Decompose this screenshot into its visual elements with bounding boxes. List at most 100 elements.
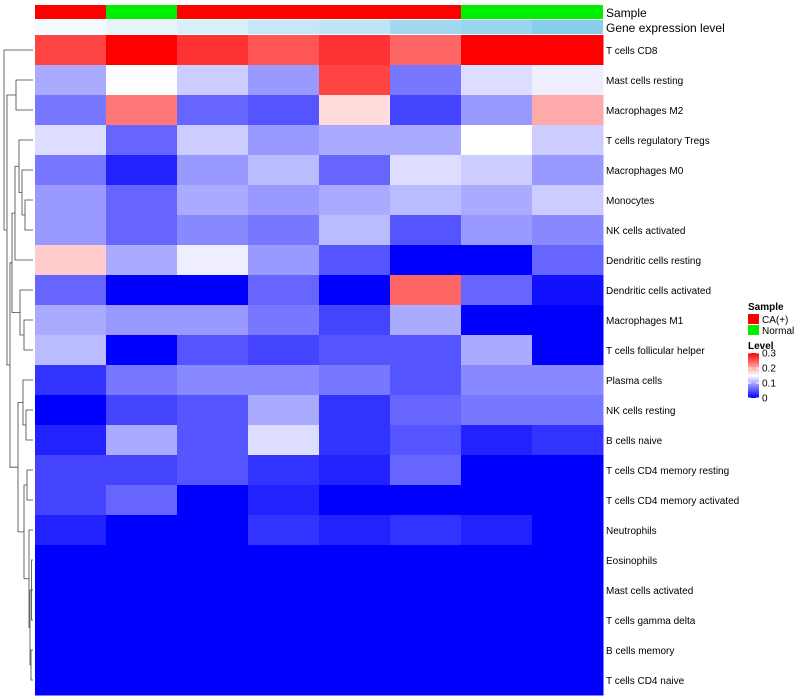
heatmap-cell (248, 605, 320, 636)
heatmap-cell (106, 215, 178, 246)
legend-tick-label: 0.3 (762, 349, 776, 360)
heatmap-cell (35, 635, 107, 666)
row-label: Macrophages M1 (606, 316, 684, 327)
heatmap-cell (35, 125, 107, 156)
heatmap-cell (248, 515, 320, 546)
heatmap-cell (390, 425, 462, 456)
heatmap-cell (319, 65, 391, 96)
dendrogram-branch (19, 289, 33, 336)
row-label: B cells memory (606, 646, 674, 657)
heatmap-cell (532, 65, 604, 96)
annotation-sample-cell (106, 5, 177, 19)
heatmap-cell (106, 395, 178, 426)
heatmap-cell (319, 305, 391, 336)
heatmap-cell (35, 185, 107, 216)
heatmap-cell (319, 155, 391, 186)
dendrogram-branch (25, 409, 33, 441)
legend-colorbar (748, 353, 759, 398)
heatmap-cell (319, 185, 391, 216)
heatmap-cell (461, 515, 533, 546)
annotation-sample-cell (35, 5, 106, 19)
row-label: Monocytes (606, 196, 654, 207)
row-label: T cells gamma delta (606, 616, 696, 627)
row-label: Dendritic cells activated (606, 286, 711, 297)
heatmap-cell (532, 155, 604, 186)
heatmap-cell (177, 125, 249, 156)
heatmap-cell (319, 635, 391, 666)
heatmap-cell (248, 65, 320, 96)
heatmap-cell (35, 515, 107, 546)
heatmap-cell (248, 95, 320, 126)
heatmap-cell (390, 35, 462, 66)
annotation-sample-cell (177, 5, 248, 19)
heatmap-cell (177, 215, 249, 246)
heatmap-cell (177, 665, 249, 696)
heatmap-cell (106, 305, 178, 336)
heatmap-cell (106, 95, 178, 126)
annotation-sample-cell (390, 5, 461, 19)
row-label: T cells CD8 (606, 46, 658, 57)
heatmap-cell (248, 185, 320, 216)
heatmap-cell (106, 365, 178, 396)
heatmap-cell (319, 215, 391, 246)
heatmap-cell (390, 545, 462, 576)
heatmap-cell (177, 95, 249, 126)
heatmap-cell (35, 215, 107, 246)
heatmap-cell (390, 455, 462, 486)
heatmap-cell (35, 365, 107, 396)
heatmap-cell (248, 125, 320, 156)
heatmap-cell (319, 575, 391, 606)
heatmap-cell (390, 515, 462, 546)
heatmap-cell (461, 125, 533, 156)
heatmap-cell (319, 605, 391, 636)
legend-tick-label: 0 (762, 394, 768, 405)
heatmap-cell (248, 545, 320, 576)
row-label: T cells CD4 memory resting (606, 466, 729, 477)
heatmap-cell (248, 485, 320, 516)
heatmap-cell (461, 185, 533, 216)
dendrogram-branch (11, 212, 20, 313)
heatmap-cell (319, 515, 391, 546)
heatmap-cell (532, 605, 604, 636)
row-label: Dendritic cells resting (606, 256, 701, 267)
heatmap-cell (35, 335, 107, 366)
row-labels: T cells CD8 Mast cells resting Macrophages… (606, 46, 739, 687)
row-label: Plasma cells (606, 376, 662, 387)
heatmap-cell (248, 395, 320, 426)
dendrogram-branch (18, 139, 33, 193)
heatmap-cell (461, 575, 533, 606)
heatmap-cell (390, 95, 462, 126)
heatmap-cell (106, 485, 178, 516)
heatmap-cell (390, 665, 462, 696)
heatmap-cell (461, 635, 533, 666)
row-label: T cells regulatory Tregs (606, 136, 710, 147)
heatmap-cell (106, 275, 178, 306)
heatmap-cell (248, 215, 320, 246)
heatmap-cell (390, 605, 462, 636)
heatmap-cell (35, 575, 107, 606)
heatmap-cell (461, 275, 533, 306)
row-label: T cells CD4 naive (606, 676, 685, 687)
heatmap-cell (532, 95, 604, 126)
annotation-tracks (35, 5, 603, 34)
heatmap-cell (248, 275, 320, 306)
legend-label-normal: Normal (762, 326, 794, 337)
heatmap-cell (106, 575, 178, 606)
heatmap-cells (35, 35, 604, 696)
heatmap-cell (177, 155, 249, 186)
heatmap-cell (35, 455, 107, 486)
heatmap-cell (319, 485, 391, 516)
annotation-expression-cell (461, 20, 532, 34)
annotation-sample-cell (461, 5, 532, 19)
row-label: Mast cells resting (606, 76, 683, 87)
heatmap-cell (319, 35, 391, 66)
heatmap-cell (532, 305, 604, 336)
heatmap-cell (106, 665, 178, 696)
heatmap-cell (248, 245, 320, 276)
heatmap-cell (35, 485, 107, 516)
heatmap-cell (248, 35, 320, 66)
heatmap-cell (177, 275, 249, 306)
heatmap-cell (532, 275, 604, 306)
heatmap-cell (461, 455, 533, 486)
heatmap-cell (461, 95, 533, 126)
